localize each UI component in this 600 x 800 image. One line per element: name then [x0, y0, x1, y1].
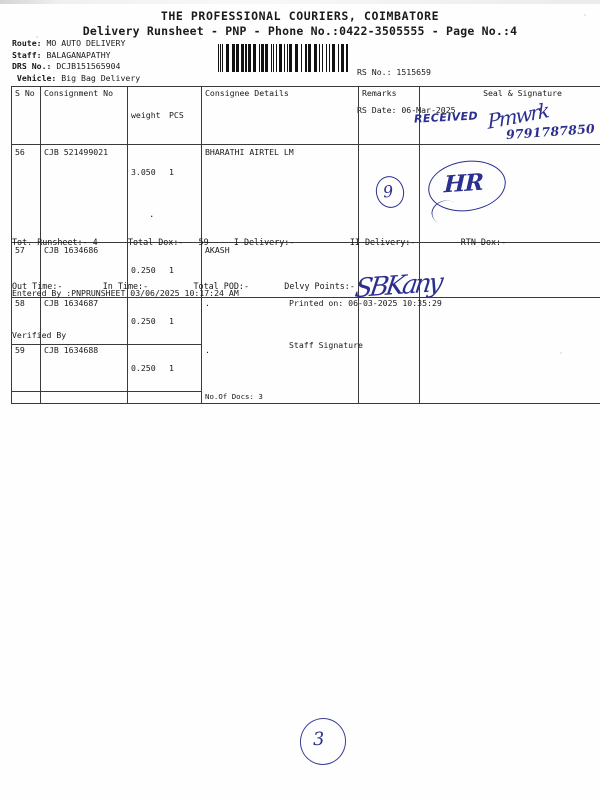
cell-s-no: 57: [11, 242, 41, 298]
cell-pcs: 1: [169, 167, 174, 177]
cell-consignment-no: CJB 1634686: [40, 242, 128, 298]
meta-drs-value: DCJB151565904: [51, 61, 121, 72]
header-s-no: S No: [11, 86, 41, 145]
header-consignee-details: Consignee Details: [201, 86, 359, 145]
entered-by-text: Entered By :PNPRUNSHEET 03/06/2025 10:17…: [12, 288, 239, 298]
header-weight: weight: [131, 110, 161, 120]
cell-weight-pcs: 3.050 1 .: [127, 144, 202, 243]
cell-seal-signature: [419, 297, 600, 345]
staff-signature-label: Staff Signature: [289, 340, 363, 350]
cell-remarks: [358, 242, 420, 298]
company-title: THE PROFESSIONAL COURIERS, COIMBATORE: [160, 9, 440, 23]
no-of-docs-label: No.Of Docs: 3: [201, 391, 359, 404]
verified-by-label: Verified By: [12, 330, 67, 340]
printed-on-text: Printed on: 06-03-2025 10:35:29: [289, 298, 442, 308]
scan-edge-artifact: [0, 0, 600, 4]
rs-no: RS No.: 1515659: [357, 67, 431, 77]
cell-seal-signature: [419, 144, 600, 243]
totals-line-2: Out Time:- In Time:- Total POD:- Delvy P…: [12, 281, 355, 291]
consignment-table: S No Consignment No weight PCS Consignee…: [11, 86, 600, 404]
footer-row-entered: Entered By :PNPRUNSHEET 03/06/2025 10:17…: [12, 278, 588, 308]
cell-weight-pcs: 0.250 1: [127, 344, 202, 392]
meta-staff: Staff: BALAGANAPATHY: [12, 50, 140, 62]
table-row: 57 CJB 1634686 0.250 1 AKASH: [11, 242, 600, 298]
header-seal-signature: Seal & Signature: [419, 86, 600, 145]
meta-vehicle: Vehicle: Big Bag Delivery: [12, 73, 140, 85]
meta-vehicle-label: Vehicle:: [12, 72, 57, 83]
cell-s-no: 59: [11, 344, 41, 392]
cell-weight: 0.250: [131, 363, 156, 373]
cell-consignment-no: CJB 1634688: [40, 344, 128, 392]
cell-weight-pcs: 0.250 1: [127, 297, 202, 345]
meta-route-value: MO AUTO DELIVERY: [41, 38, 126, 48]
meta-route-label: Route:: [12, 38, 42, 48]
cell-weight-pcs-wrap: 0.250 1: [131, 317, 198, 326]
document-subtitle: Delivery Runsheet - PNP - Phone No.:0422…: [82, 24, 518, 38]
runsheet-meta-left: Route: MO AUTO DELIVERY Staff: BALAGANAP…: [12, 38, 140, 84]
header-weight-pcs: weight PCS: [127, 86, 202, 145]
cell-seal-signature: [419, 242, 600, 298]
table-row: 56 CJB 521499021 3.050 1 . BHARATHI AIRT…: [11, 144, 600, 243]
cell-weight-pcs-wrap: 0.250 1: [131, 364, 198, 373]
cell-weight-pcs-wrap: 0.250 1: [131, 265, 198, 275]
meta-drs-label: DRS No.:: [12, 61, 52, 72]
handwritten-page-number-circle: [293, 712, 353, 771]
cell-weight-pcs-wrap: 3.050 1: [131, 167, 198, 177]
scan-speck: [584, 14, 586, 16]
header-pcs: PCS: [169, 110, 184, 120]
header-weight-pcs-wrap: weight PCS: [131, 110, 198, 121]
cell-weight: 0.250: [131, 316, 156, 326]
table-header-row: S No Consignment No weight PCS Consignee…: [11, 86, 600, 145]
cell-pcs: 1: [169, 265, 174, 275]
footer-row-verified: Verified By Staff Signature: [12, 320, 588, 350]
totals-line-1: Tot. Runsheet:- 4 Total Dox:- 59 I Deliv…: [12, 237, 507, 247]
footer-block: Entered By :PNPRUNSHEET 03/06/2025 10:17…: [12, 258, 588, 362]
header-remarks: Remarks: [358, 86, 420, 145]
cell-consignee-details: BHARATHI AIRTEL LM: [201, 144, 359, 243]
docs-spacer-remarks: [358, 391, 420, 404]
cell-pcs: 1: [169, 316, 174, 326]
totals-block: Tot. Runsheet:- 4 Total Dox:- 59 I Deliv…: [12, 217, 588, 311]
cell-consignee-details: .: [201, 344, 359, 392]
table-row: 59 CJB 1634688 0.250 1 .: [11, 344, 600, 392]
table-docs-row: No.Of Docs: 3: [11, 391, 600, 404]
runsheet-barcode: [218, 44, 349, 72]
meta-route: Route: MO AUTO DELIVERY: [12, 38, 140, 50]
docs-spacer-seal: [419, 391, 600, 404]
meta-staff-label: Staff:: [12, 49, 42, 60]
docs-spacer-cons: [40, 391, 128, 404]
docs-spacer-weight: [127, 391, 202, 404]
docs-spacer-s-no: [11, 391, 41, 404]
cell-weight: 3.050: [131, 167, 156, 177]
meta-staff-value: BALAGANAPATHY: [41, 49, 111, 60]
cell-weight: 0.250: [131, 265, 156, 275]
header-consignment-no: Consignment No: [40, 86, 128, 145]
cell-pcs: 1: [169, 363, 174, 373]
cell-seal-signature: [419, 344, 600, 392]
cell-consignment-no: CJB 521499021: [40, 144, 128, 243]
scan-speck: [36, 36, 38, 38]
meta-drs: DRS No.: DCJB151565904: [12, 61, 140, 73]
cell-extra-mark: .: [149, 210, 155, 220]
meta-vehicle-value: Big Bag Delivery: [56, 72, 141, 83]
cell-weight-pcs: 0.250 1: [127, 242, 202, 298]
